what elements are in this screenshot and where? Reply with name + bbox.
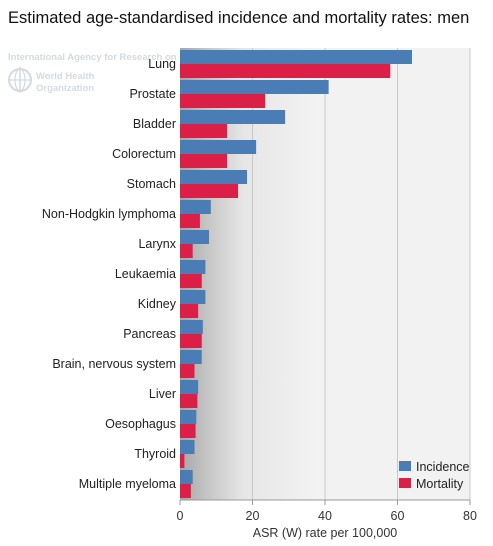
bar-incidence-multiple-myeloma: [180, 470, 193, 484]
bar-mortality-bladder: [180, 124, 228, 138]
category-labels: Lung Prostate Bladder Colorectum Stomach Non-…: [42, 57, 177, 491]
watermark-agency-text: International Agency for Research on Can…: [8, 52, 212, 63]
legend-swatch-mortality: [399, 478, 411, 488]
bar-mortality-oesophagus: [180, 424, 196, 438]
category-label-prostate: Prostate: [129, 87, 176, 101]
watermark-who-line2: Organization: [36, 83, 94, 94]
x-tick-label-20: 20: [246, 509, 260, 523]
legend-swatch-incidence: [399, 461, 411, 471]
category-label-stomach: Stomach: [127, 177, 176, 191]
bar-incidence-larynx: [180, 230, 209, 244]
legend-label-mortality: Mortality: [416, 477, 464, 491]
x-tick-label-40: 40: [318, 509, 332, 523]
watermark-who-line1: World Health: [36, 71, 95, 82]
bar-incidence-non-hodgkin-lymphoma: [180, 200, 211, 214]
bar-incidence-thyroid: [180, 440, 195, 454]
category-label-lung: Lung: [148, 57, 176, 71]
bar-incidence-leukaemia: [180, 260, 206, 274]
category-label-larynx: Larynx: [138, 237, 176, 251]
bar-incidence-colorectum: [180, 140, 257, 154]
bar-mortality-multiple-myeloma: [180, 484, 191, 498]
bar-mortality-larynx: [180, 244, 193, 258]
who-logo-icon: [8, 67, 32, 93]
x-tick-label-0: 0: [177, 509, 184, 523]
bar-incidence-oesophagus: [180, 410, 197, 424]
bar-mortality-liver: [180, 394, 198, 408]
category-label-pancreas: Pancreas: [123, 327, 176, 341]
bar-mortality-kidney: [180, 304, 199, 318]
x-tick-label-80: 80: [463, 509, 477, 523]
bar-incidence-kidney: [180, 290, 206, 304]
bar-incidence-stomach: [180, 170, 248, 184]
bar-mortality-lung: [180, 64, 391, 78]
category-label-brain-nervous-system: Brain, nervous system: [52, 357, 176, 371]
iarc-watermark: International Agency for Research on Can…: [8, 52, 212, 94]
x-tick-label-60: 60: [391, 509, 405, 523]
legend: Incidence Mortality: [399, 460, 470, 491]
bar-incidence-brain-nervous-system: [180, 350, 202, 364]
category-label-liver: Liver: [149, 387, 176, 401]
bar-mortality-brain-nervous-system: [180, 364, 195, 378]
category-label-leukaemia: Leukaemia: [115, 267, 176, 281]
bar-mortality-pancreas: [180, 334, 202, 348]
category-label-thyroid: Thyroid: [134, 447, 176, 461]
bar-mortality-non-hodgkin-lymphoma: [180, 214, 200, 228]
legend-label-incidence: Incidence: [416, 460, 470, 474]
bar-incidence-prostate: [180, 80, 329, 94]
x-axis-ticks: 0 20 40 60 80: [177, 500, 477, 523]
bar-mortality-thyroid: [180, 454, 185, 468]
bar-incidence-bladder: [180, 110, 286, 124]
category-label-kidney: Kidney: [138, 297, 177, 311]
chart-title: Estimated age-standardised incidence and…: [8, 9, 470, 27]
category-label-multiple-myeloma: Multiple myeloma: [79, 477, 176, 491]
bar-mortality-prostate: [180, 94, 266, 108]
bar-incidence-pancreas: [180, 320, 203, 334]
bar-mortality-colorectum: [180, 154, 228, 168]
category-label-oesophagus: Oesophagus: [105, 417, 176, 431]
bar-incidence-lung: [180, 50, 412, 64]
category-label-colorectum: Colorectum: [112, 147, 176, 161]
bar-mortality-stomach: [180, 184, 238, 198]
category-label-non-hodgkin-lymphoma: Non-Hodgkin lymphoma: [42, 207, 176, 221]
bar-incidence-liver: [180, 380, 199, 394]
bar-mortality-leukaemia: [180, 274, 202, 288]
bar-series: [180, 50, 412, 498]
category-label-bladder: Bladder: [133, 117, 176, 131]
x-axis-label: ASR (W) rate per 100,000: [253, 526, 398, 540]
